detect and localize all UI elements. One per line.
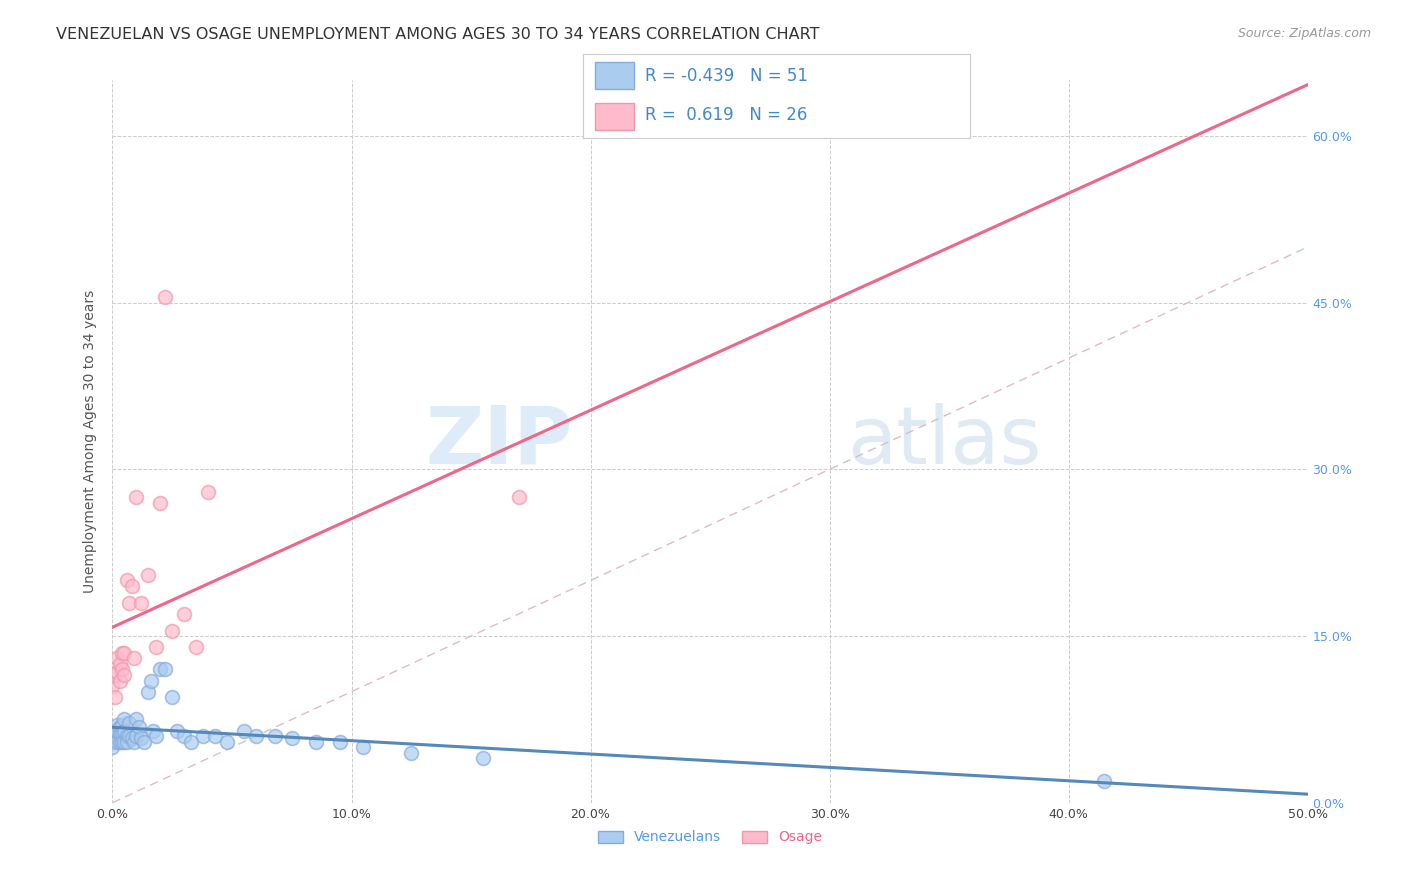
Point (233, 723, 256, 738)
Text: atlas: atlas (848, 402, 1042, 481)
Point (166, 723, 188, 738)
FancyBboxPatch shape (595, 62, 634, 89)
Text: VENEZUELAN VS OSAGE UNEMPLOYMENT AMONG AGES 30 TO 34 YEARS CORRELATION CHART: VENEZUELAN VS OSAGE UNEMPLOYMENT AMONG A… (56, 27, 820, 42)
Point (118, 729, 141, 743)
Point (101, 679, 124, 693)
Point (145, 640, 167, 655)
Point (142, 723, 165, 738)
FancyBboxPatch shape (595, 103, 634, 130)
Point (153, 662, 176, 676)
Point (129, 596, 152, 610)
Point (101, 734, 124, 748)
Point (121, 731, 143, 746)
Point (162, 690, 183, 705)
Point (125, 729, 148, 743)
Point (138, 568, 160, 582)
Point (111, 718, 134, 732)
Point (114, 646, 135, 660)
Point (281, 731, 304, 746)
Point (186, 640, 208, 655)
Point (472, 751, 495, 765)
Point (114, 723, 135, 738)
Point (162, 624, 183, 638)
Point (104, 690, 127, 705)
Point (101, 740, 124, 755)
Point (104, 729, 127, 743)
Point (149, 496, 172, 510)
Point (122, 734, 145, 748)
Point (173, 607, 195, 621)
Point (139, 673, 162, 688)
Point (111, 662, 134, 676)
Point (125, 713, 148, 727)
Point (129, 731, 152, 746)
Point (305, 734, 328, 748)
Text: R =  0.619   N = 26: R = 0.619 N = 26 (645, 106, 807, 124)
Point (101, 729, 124, 743)
Point (125, 490, 148, 504)
Point (114, 734, 135, 748)
Point (115, 574, 138, 588)
Point (115, 729, 138, 743)
Point (173, 729, 195, 743)
Text: Source: ZipAtlas.com: Source: ZipAtlas.com (1237, 27, 1371, 40)
Point (115, 734, 138, 748)
Point (217, 734, 239, 748)
Point (149, 662, 172, 676)
Point (401, 746, 423, 760)
Point (145, 729, 167, 743)
Point (105, 718, 128, 732)
Point (118, 596, 141, 610)
Point (132, 734, 155, 748)
Point (108, 720, 131, 734)
Point (138, 684, 160, 698)
Point (122, 651, 145, 665)
Point (204, 729, 226, 743)
Legend: Venezuelans, Osage: Venezuelans, Osage (592, 825, 828, 850)
Point (121, 579, 143, 593)
Point (180, 734, 202, 748)
Text: R = -0.439   N = 51: R = -0.439 N = 51 (645, 68, 808, 86)
Point (108, 734, 131, 748)
Point (108, 657, 131, 671)
Point (264, 729, 287, 743)
Point (114, 668, 135, 682)
Point (105, 651, 128, 665)
Point (352, 740, 374, 755)
Point (245, 729, 267, 743)
Point (105, 665, 128, 679)
Point (329, 734, 352, 748)
Point (108, 673, 131, 688)
Point (193, 729, 215, 743)
Point (104, 723, 127, 738)
Point (118, 715, 141, 730)
Y-axis label: Unemployment Among Ages 30 to 34 years: Unemployment Among Ages 30 to 34 years (83, 290, 97, 593)
Point (1094, 773, 1116, 788)
Point (114, 713, 135, 727)
Point (104, 668, 127, 682)
Point (128, 720, 150, 734)
Point (197, 484, 219, 499)
Point (105, 723, 128, 738)
Point (111, 646, 134, 660)
Point (111, 734, 134, 748)
Point (111, 727, 134, 741)
Point (153, 290, 176, 304)
Text: ZIP: ZIP (426, 402, 572, 481)
Point (108, 727, 131, 741)
Point (508, 490, 530, 504)
Point (105, 734, 128, 748)
